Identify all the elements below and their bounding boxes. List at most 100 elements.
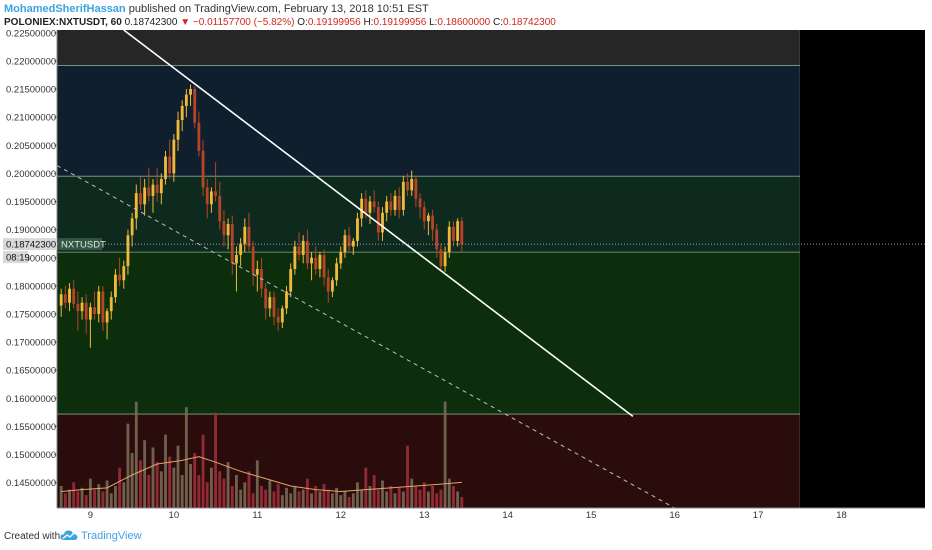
volume-bar — [205, 482, 209, 508]
volume-bar — [280, 495, 284, 508]
candle-body — [214, 191, 217, 196]
volume-bar — [456, 491, 460, 508]
low-label: L: — [429, 17, 438, 28]
candle-body — [339, 252, 343, 264]
tradingview-cloud-icon[interactable] — [60, 528, 78, 542]
volume-bar — [147, 475, 151, 508]
candle-body — [63, 294, 67, 303]
volume-bar — [351, 493, 355, 508]
candle-body — [456, 221, 460, 241]
candle-body — [418, 198, 422, 208]
candle-body — [452, 226, 455, 241]
trendlines[interactable] — [56, 30, 675, 509]
price-labels: 0.18742300 NXTUSDT 08:19 — [3, 238, 106, 264]
price-tick-label: 0.16000000 — [6, 394, 56, 405]
candle-body — [230, 224, 234, 264]
candle-body — [297, 246, 301, 255]
price-axis[interactable]: 0.22500000 0.22000000 0.21500000 0.21000000… — [0, 30, 58, 508]
candle-body — [318, 254, 322, 269]
candle-body — [72, 288, 76, 304]
volume-bar — [297, 491, 301, 508]
volume-bar — [422, 482, 426, 508]
candle-body — [301, 240, 305, 255]
candle-body — [243, 226, 247, 244]
candle-body — [426, 215, 430, 222]
volume-bar — [159, 471, 163, 508]
last-price-label: 0.18742300 — [6, 240, 56, 251]
candle-body — [93, 307, 96, 314]
volume-bar — [322, 484, 326, 508]
volume-bar — [118, 467, 122, 508]
volume-bar — [414, 486, 418, 508]
created-with-text: Created with — [4, 531, 61, 542]
author-name[interactable]: MohamedSherifHassan — [4, 3, 126, 15]
volume-bar — [122, 482, 126, 508]
volume-bar — [431, 486, 434, 508]
volume-bar — [226, 462, 230, 508]
symbol-tag-box — [58, 238, 102, 251]
close-value: 0.18742300 — [503, 17, 556, 28]
candle-body — [289, 269, 293, 292]
candle-body — [80, 302, 84, 312]
time-axis[interactable]: 9 10 11 12 13 14 15 16 17 18 — [0, 507, 932, 522]
chart-footer: Created with TradingView — [0, 522, 932, 550]
volume-bar — [184, 407, 188, 508]
candle-body — [218, 195, 222, 222]
candle-body — [197, 122, 201, 151]
countdown-box — [3, 251, 28, 264]
candle-body — [101, 291, 105, 323]
volume-bar — [293, 486, 297, 508]
candle-body — [180, 105, 184, 120]
price-chart[interactable]: 0.22500000 0.22000000 0.21500000 0.21000000… — [0, 30, 932, 522]
price-tick-label: 0.21500000 — [6, 85, 56, 96]
candle-body — [389, 201, 393, 210]
candle-body — [393, 195, 397, 210]
volume-bar — [76, 491, 80, 508]
time-tick-label: 13 — [419, 510, 430, 521]
candle-body — [84, 302, 88, 320]
price-tick-label: 0.20500000 — [6, 141, 56, 152]
volume-bar — [452, 486, 455, 508]
time-tick-label: 10 — [169, 510, 180, 521]
open-label: O: — [297, 17, 308, 28]
price-change: −0.01157700 (−5.82%) — [192, 17, 295, 28]
volume-bar — [251, 493, 255, 508]
price-tick-label: 0.21000000 — [6, 113, 56, 124]
candle-body — [439, 249, 443, 267]
price-zone — [57, 65, 800, 177]
price-tick-label: 0.14500000 — [6, 478, 56, 489]
volume-bar — [435, 493, 439, 508]
price-tick-label: 0.15000000 — [6, 450, 56, 461]
level-lines — [57, 65, 800, 415]
candle-body — [435, 229, 439, 250]
volume-bar — [368, 486, 372, 508]
price-tick-label: 0.22000000 — [6, 56, 56, 67]
volume-bar — [172, 467, 176, 508]
time-tick-label: 18 — [836, 510, 847, 521]
volume-bar — [197, 475, 201, 508]
candle-body — [76, 303, 80, 312]
candle-body — [235, 254, 238, 264]
volume-bar — [276, 484, 280, 508]
candle-body — [364, 198, 368, 213]
candle-body — [335, 263, 339, 281]
volume-bar — [393, 493, 397, 508]
candle-body — [172, 139, 176, 174]
volume-bar — [218, 471, 222, 508]
tradingview-brand[interactable]: TradingView — [81, 530, 142, 542]
price-tick-label: 0.19500000 — [6, 197, 56, 208]
candle-body — [255, 269, 259, 275]
volume-bar — [443, 401, 447, 508]
symbol-label[interactable]: POLONIEX:NXTUSDT, 60 — [4, 17, 122, 28]
published-text: published on TradingView.com, February 1… — [128, 3, 429, 15]
volume-bar — [418, 489, 422, 508]
publish-info: MohamedSherifHassan published on Trading… — [4, 3, 429, 15]
price-tick-label: 0.16500000 — [6, 366, 56, 377]
volume-bar — [143, 440, 147, 508]
volume-bar — [209, 467, 213, 508]
volume-bar — [68, 489, 71, 508]
volume-bar — [268, 480, 272, 508]
volume-bar — [105, 480, 109, 508]
high-label: H: — [363, 17, 374, 28]
candle-body — [268, 297, 272, 309]
